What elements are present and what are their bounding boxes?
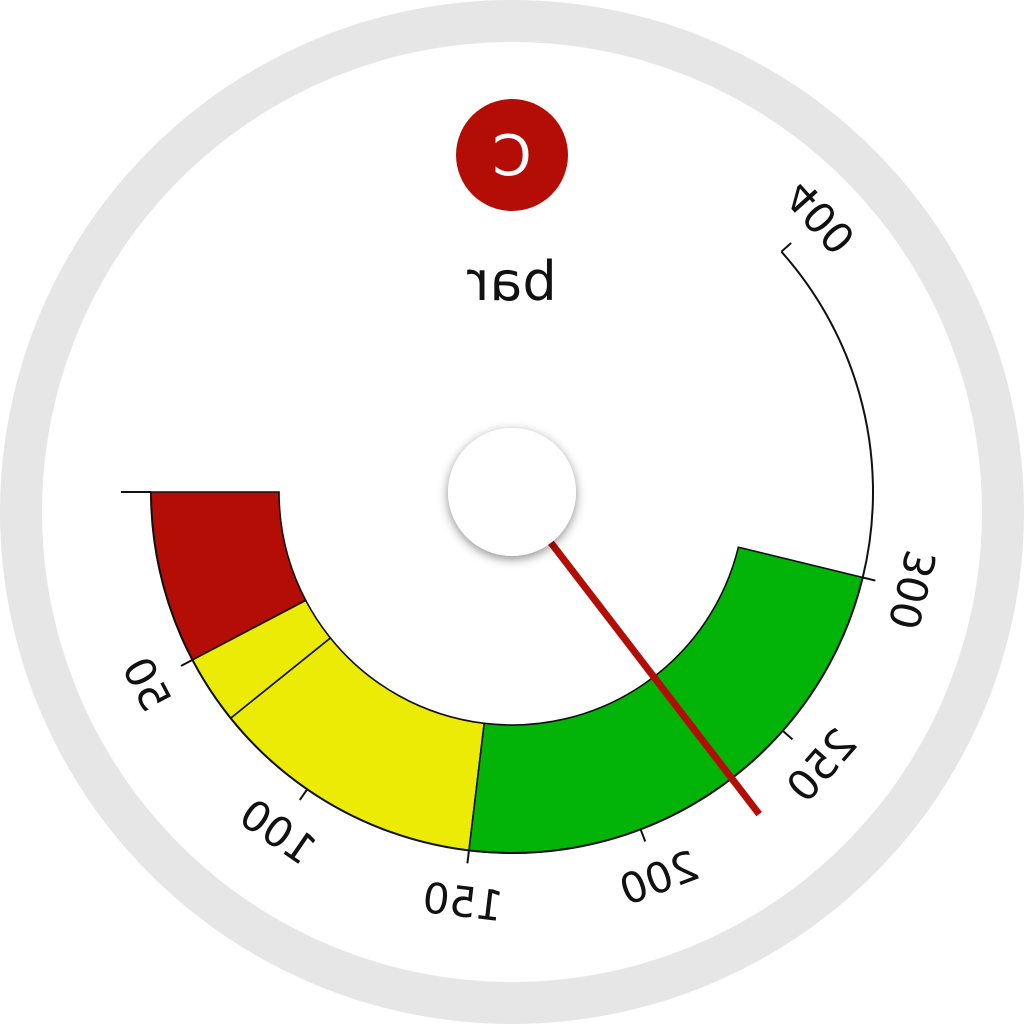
scale-tick-150 (466, 850, 470, 864)
scale-tick-100 (298, 788, 309, 801)
scale-tick-300 (862, 576, 876, 582)
needle-hub (448, 428, 576, 556)
scale-tick-400 (780, 242, 792, 253)
gauge-needle (545, 537, 762, 817)
logo-badge (456, 99, 568, 211)
scale-label: 150 (420, 873, 505, 931)
scale-tick-50 (180, 659, 193, 667)
scale-tick-200 (639, 828, 647, 842)
unit-label: bar (466, 250, 556, 313)
scale-ticks (121, 242, 876, 864)
logo-letter: C (492, 124, 531, 189)
scale-tick-250 (782, 730, 794, 741)
scale-arc (150, 251, 874, 854)
